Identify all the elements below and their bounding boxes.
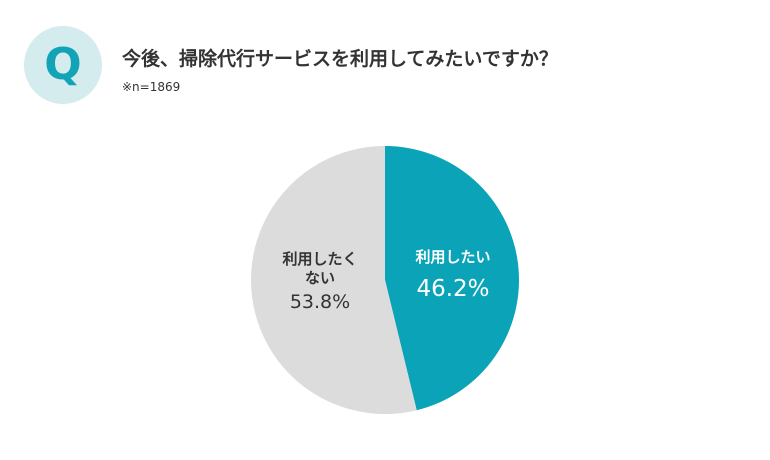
question-badge-letter: Q — [44, 39, 82, 90]
pie-slice-0 — [385, 146, 519, 411]
question-title: 今後、掃除代行サービスを利用してみたいですか？ — [122, 48, 558, 70]
pie-labels: 利用したい 46.2% 利用したくない 53.8% — [282, 248, 490, 313]
pie-slice-label-0: 利用したい — [415, 248, 490, 266]
pie-slice-value-0: 46.2% — [416, 276, 489, 302]
pie-slice-1 — [250, 146, 417, 414]
pie-slice-value-1: 53.8% — [290, 291, 350, 313]
pie-slices — [250, 146, 519, 414]
pie-slice-label-line: 利用したく — [282, 250, 357, 268]
pie-slice-label-line: 利用したい — [415, 248, 490, 266]
sample-size-note: ※n=1869 — [122, 80, 181, 94]
question-badge-icon: Q — [24, 26, 102, 104]
pie-slice-label-1: 利用したくない — [282, 250, 357, 287]
pie-slice-label-line: ない — [305, 269, 335, 287]
